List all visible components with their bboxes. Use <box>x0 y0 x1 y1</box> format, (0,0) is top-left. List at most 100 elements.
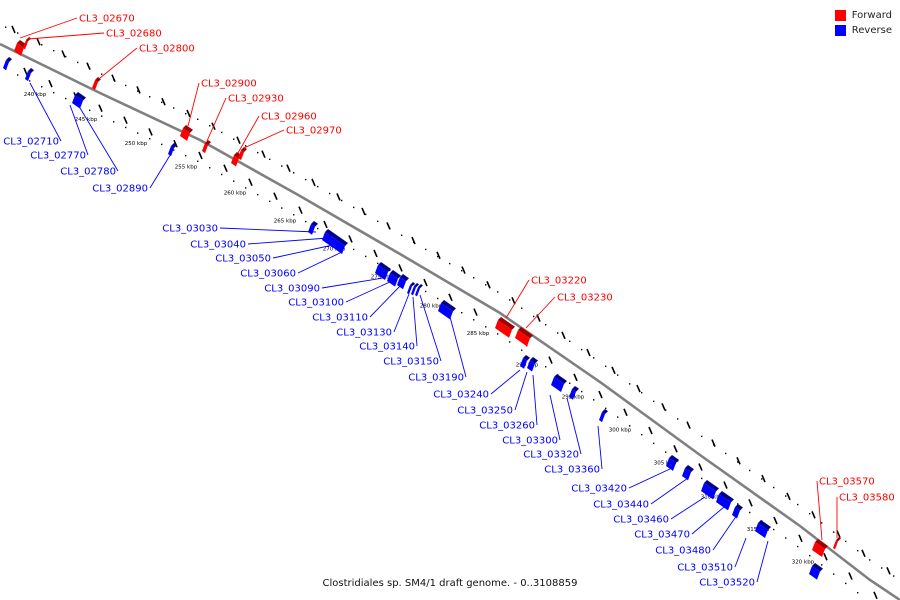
forward-gene-label: CL3_02960 <box>237 112 317 154</box>
gene-top <box>836 537 841 542</box>
track-dot <box>509 299 511 301</box>
scale-tick <box>98 104 103 112</box>
gene-face <box>397 277 406 290</box>
scale-tick <box>611 366 616 375</box>
forward-gene <box>202 140 211 154</box>
gene-top <box>205 140 211 146</box>
scale-tick <box>311 178 316 187</box>
track-dot <box>161 101 163 104</box>
scale-tick <box>623 408 628 417</box>
gene-label: CL3_03100 <box>288 298 344 309</box>
gene-label: CL3_03190 <box>408 373 464 384</box>
leader-line <box>505 279 530 319</box>
scale-label: 270 kbp <box>323 247 346 253</box>
forward-gene <box>515 327 533 347</box>
scale-tick <box>786 492 791 501</box>
reverse-gene-label: CL3_03190 <box>408 312 467 384</box>
reverse-gene <box>3 57 12 71</box>
track-dot <box>857 549 859 552</box>
track-dot <box>377 220 379 223</box>
track-dot <box>617 416 619 418</box>
track-dot <box>521 307 523 309</box>
reverse-gene <box>755 520 771 538</box>
scale-tick <box>486 281 491 289</box>
reverse-gene <box>716 491 734 511</box>
scale-label: 285 kbp <box>467 331 490 337</box>
reverse-gene-label: CL3_03140 <box>359 296 418 353</box>
track-dot <box>797 545 799 548</box>
track-dot <box>761 478 763 480</box>
track-dot <box>41 86 43 88</box>
gene-top <box>183 125 193 133</box>
track-dot <box>245 187 247 189</box>
gene-face <box>14 43 24 56</box>
scale-tick <box>248 178 253 187</box>
reverse-gene <box>527 357 538 372</box>
leader-line <box>19 17 78 39</box>
reverse-gene-label: CL3_03470 <box>634 506 725 541</box>
scale-tick <box>848 572 853 580</box>
leader-line <box>756 540 769 583</box>
scale-tick <box>761 474 766 483</box>
track-dot <box>401 234 403 236</box>
gene-face <box>682 468 691 481</box>
leader-line <box>525 296 556 329</box>
track-dot <box>197 160 199 162</box>
gene-top <box>311 221 318 227</box>
track-dot <box>89 109 91 112</box>
gene-top <box>241 147 247 153</box>
gene-face <box>666 458 676 471</box>
reverse-gene <box>72 92 86 109</box>
track-dot <box>65 55 67 58</box>
gene-label: CL3_03030 <box>162 224 218 235</box>
leader-line <box>532 374 538 426</box>
track-dot <box>53 49 55 52</box>
gene-top <box>685 465 694 473</box>
gene-face <box>3 60 9 71</box>
track-dot <box>257 151 259 154</box>
leader-line <box>79 107 119 172</box>
track-dot <box>173 107 175 109</box>
track-dot <box>185 112 187 115</box>
track-dot <box>137 90 139 92</box>
gene-face <box>527 360 535 372</box>
forward-track <box>5 26 895 577</box>
gene-label: CL3_03360 <box>544 465 600 476</box>
reverse-gene <box>375 262 391 280</box>
forward-swatch <box>834 10 846 21</box>
scale-tick <box>586 348 591 357</box>
scale-tick <box>773 516 778 525</box>
gene-top <box>441 300 456 312</box>
gene-top <box>518 327 533 339</box>
gene-label: CL3_03460 <box>613 515 669 526</box>
gene-top <box>498 317 515 330</box>
track-dot <box>221 173 223 176</box>
track-dot <box>857 591 859 594</box>
track-dot <box>737 461 739 463</box>
gene-label: CL3_02890 <box>92 184 148 195</box>
track-dot <box>101 115 103 117</box>
gene-label: CL3_02710 <box>3 137 59 148</box>
track-dot <box>389 269 391 272</box>
leader-line <box>448 312 467 378</box>
scale-tick <box>636 384 641 393</box>
scale-tick <box>361 207 366 216</box>
reverse-gene-label: CL3_02770 <box>30 104 89 162</box>
reverse-gene-label: CL3_03460 <box>613 496 706 526</box>
track-dot <box>773 528 775 531</box>
track-dot <box>461 269 463 272</box>
track-dot <box>197 118 199 120</box>
scale-tick <box>661 402 666 411</box>
track-dot <box>749 511 751 514</box>
forward-gene-label: CL3_03230 <box>525 293 613 329</box>
gene-top <box>171 143 177 149</box>
track-dot <box>353 248 355 251</box>
leader-line <box>734 537 747 568</box>
gene-top <box>704 480 719 492</box>
scale-tick <box>111 74 116 82</box>
leader-line <box>219 227 317 233</box>
scale-tick <box>386 222 391 230</box>
reverse-gene <box>387 270 401 287</box>
reverse-gene-label: CL3_03050 <box>215 244 334 265</box>
